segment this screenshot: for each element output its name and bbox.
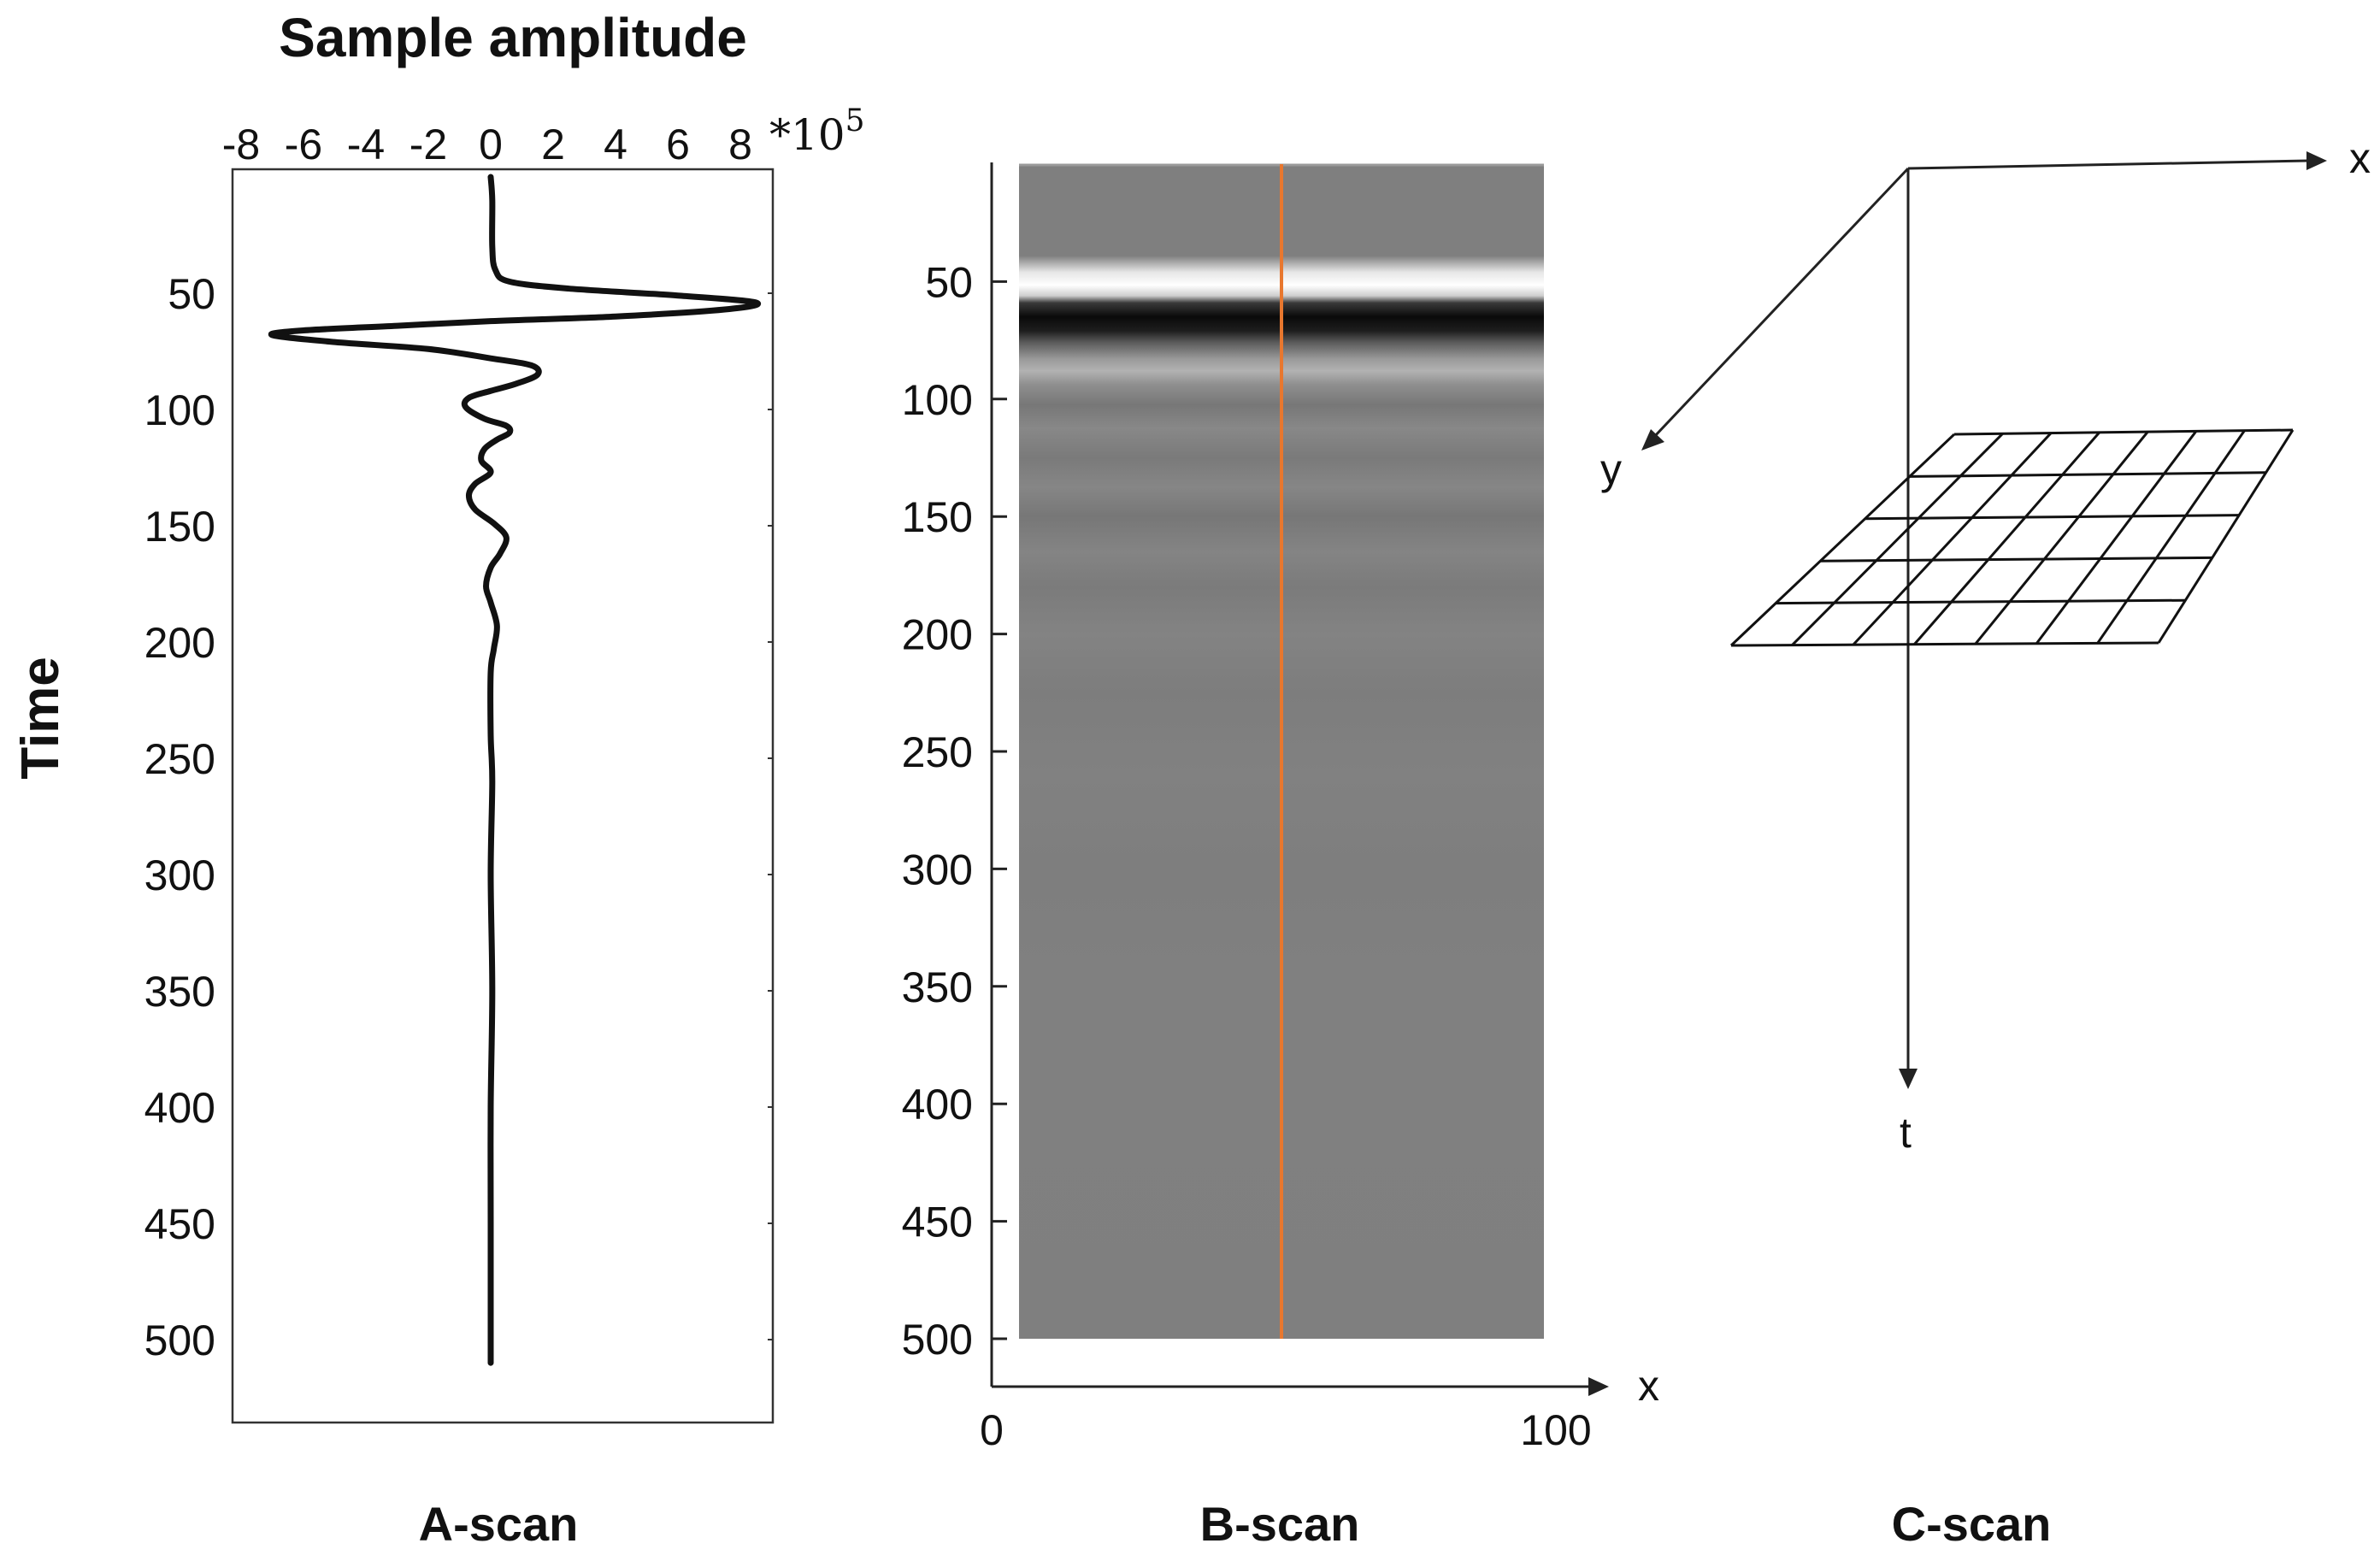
c-scan-x-axis-label: x [2349, 134, 2371, 182]
a-scan-x-multiplier: *105 [769, 103, 865, 160]
c-scan-grid-row-line [1776, 598, 2186, 605]
c-scan-panel: x y t C-scan [1600, 134, 2371, 1551]
a-scan-y-tick-label: 150 [144, 503, 215, 551]
a-scan-y-tick-label: 500 [144, 1317, 215, 1364]
a-scan-x-tick-label: 0 [479, 121, 503, 168]
c-scan-y-arrowhead [1641, 429, 1664, 451]
a-scan-x-tick-label: 2 [541, 121, 565, 168]
b-scan-y-tick-label: 50 [925, 258, 973, 306]
c-scan-grid-col-line [1974, 431, 2149, 645]
b-scan-panel: x 50 100 150 200 250 300 350 400 450 500 0 100 B-s… [902, 162, 1659, 1551]
a-scan-x-tick-label: -4 [347, 121, 385, 168]
b-scan-panel-label: B-scan [1200, 1497, 1360, 1551]
b-scan-y-tick-label: 150 [902, 493, 973, 541]
a-scan-y-axis-label: Time [11, 657, 70, 780]
b-scan-x-arrowhead [1588, 1377, 1609, 1396]
c-scan-grid-col-line [1791, 433, 2004, 646]
b-scan-x-axis-label: x [1638, 1362, 1659, 1410]
c-scan-grid-row-line [1730, 641, 2159, 647]
c-scan-y-axis-line [1652, 167, 1910, 439]
a-scan-title: Sample amplitude [279, 7, 747, 68]
c-scan-y-axis-label: y [1600, 445, 1622, 493]
a-scan-y-tick-label: 200 [144, 619, 215, 667]
a-scan-panel: Sample amplitude -8 -6 -4 -2 0 2 4 6 8 50 100 150 2… [11, 7, 865, 1551]
c-scan-grid-col-line [2035, 430, 2198, 645]
c-scan-x-axis-line [1907, 159, 2309, 170]
a-scan-y-tick-label: 250 [144, 735, 215, 783]
a-scan-panel-label: A-scan [419, 1497, 579, 1551]
b-scan-y-tick-label: 100 [902, 376, 973, 424]
b-scan-y-tick-label: 350 [902, 963, 973, 1011]
c-scan-grid-col-line [2157, 429, 2295, 644]
b-scan-y-ticks: 50 100 150 200 250 300 350 400 450 500 [902, 258, 1007, 1364]
c-scan-grid-col-line [2096, 429, 2246, 645]
b-scan-x-tick-label: 100 [1520, 1406, 1591, 1454]
a-scan-x-tick-label: 8 [728, 121, 752, 168]
c-scan-grid-row-line [1865, 514, 2240, 521]
c-scan-grid-row-line [1909, 471, 2266, 478]
b-scan-x-tick-label: 0 [980, 1406, 1004, 1454]
c-scan-grid-col-line [1913, 431, 2100, 645]
a-scan-plot-frame [231, 168, 775, 1424]
c-scan-t-arrowhead [1899, 1069, 1918, 1089]
c-scan-grid-col-line [1852, 432, 2053, 646]
b-scan-y-tick-label: 200 [902, 611, 973, 659]
a-scan-x-tick-label: 4 [604, 121, 627, 168]
a-scan-x-tick-label: -6 [285, 121, 322, 168]
c-scan-grid-row-line [1820, 556, 2212, 563]
a-scan-y-tick-label: 300 [144, 851, 215, 899]
c-scan-grid-row-line [1953, 428, 2294, 436]
a-scan-y-tick-label: 400 [144, 1084, 215, 1132]
a-scan-y-tick-label: 50 [168, 270, 215, 318]
c-scan-grid-col-line [1729, 433, 1956, 647]
a-scan-y-tick-label: 450 [144, 1200, 215, 1248]
a-scan-trace [268, 174, 761, 1366]
c-scan-panel-label: C-scan [1892, 1497, 2052, 1551]
b-scan-x-ticks: 0 100 [980, 1406, 1592, 1454]
b-scan-y-tick-label: 250 [902, 728, 973, 776]
c-scan-grid [1729, 428, 2295, 647]
a-scan-y-tick-label: 100 [144, 386, 215, 434]
c-scan-t-axis-label: t [1900, 1109, 1912, 1157]
a-scan-x-ticks: -8 -6 -4 -2 0 2 4 6 8 [222, 121, 752, 168]
c-scan-x-arrowhead [2306, 151, 2327, 170]
a-scan-x-tick-label: 6 [666, 121, 690, 168]
a-scan-x-tick-label: -8 [222, 121, 260, 168]
a-scan-y-ticks: 50 100 150 200 250 300 350 400 450 500 [144, 270, 773, 1364]
a-scan-y-tick-label: 350 [144, 968, 215, 1016]
b-scan-y-tick-label: 300 [902, 845, 973, 893]
b-scan-y-tick-label: 400 [902, 1081, 973, 1128]
a-scan-x-tick-label: -2 [409, 121, 447, 168]
b-scan-y-tick-label: 450 [902, 1199, 973, 1246]
b-scan-y-tick-label: 500 [902, 1316, 973, 1364]
